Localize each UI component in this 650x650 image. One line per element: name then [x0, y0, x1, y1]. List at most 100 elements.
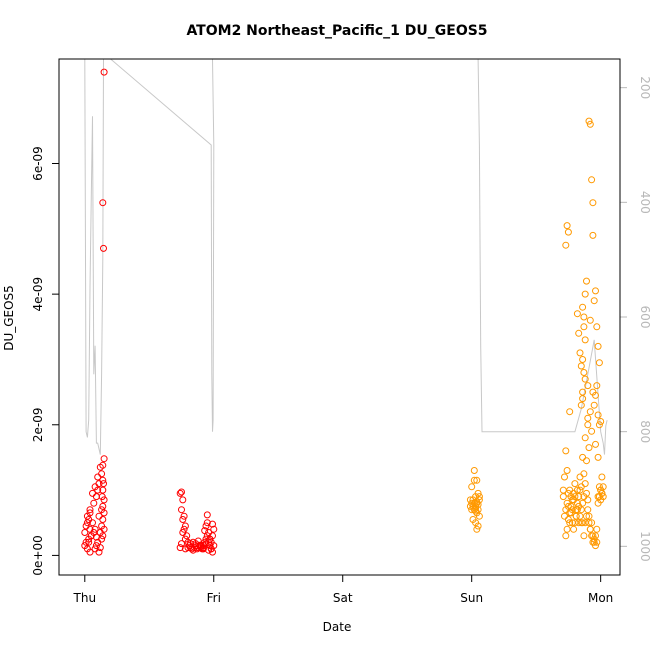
- data-point: [98, 522, 106, 530]
- data-point: [584, 421, 592, 429]
- pressure-lines: [82, 58, 608, 455]
- data-point: [85, 538, 93, 546]
- data-point: [202, 540, 210, 548]
- data-point: [179, 529, 187, 536]
- data-point: [563, 467, 571, 474]
- data-point: [594, 342, 602, 350]
- data-point: [589, 231, 597, 239]
- data-point: [598, 489, 606, 497]
- data-point: [597, 418, 605, 425]
- chart-title: ATOM2 Northeast_Pacific_1 DU_GEOS5: [186, 23, 487, 39]
- data-point: [91, 525, 99, 533]
- data-point: [579, 453, 587, 461]
- data-point: [202, 522, 210, 530]
- data-point: [90, 529, 98, 536]
- data-point: [573, 310, 581, 318]
- data-point: [178, 488, 185, 496]
- right-tick-label: 400: [638, 191, 650, 214]
- data-point: [593, 538, 601, 546]
- right-tick-label: 200: [638, 76, 650, 99]
- data-point: [590, 297, 598, 305]
- data-point: [577, 483, 585, 491]
- data-point: [589, 199, 597, 207]
- right-tick-label: 800: [638, 420, 650, 443]
- data-point: [586, 316, 594, 324]
- data-point: [100, 455, 108, 463]
- data-point: [592, 542, 599, 550]
- data-point: [583, 489, 590, 497]
- data-point: [470, 476, 478, 484]
- data-point: [86, 506, 94, 514]
- data-point: [575, 493, 583, 501]
- data-point: [586, 120, 594, 128]
- data-point: [567, 502, 575, 510]
- x-tick-label: Sun: [460, 591, 483, 605]
- data-point: [593, 382, 601, 390]
- data-point: [592, 391, 599, 399]
- data-point: [579, 356, 587, 363]
- data-point: [100, 480, 107, 488]
- data-point: [98, 470, 106, 478]
- data-point: [99, 502, 107, 510]
- data-point: [595, 483, 603, 491]
- data-point: [559, 486, 567, 494]
- data-point: [474, 489, 482, 497]
- data-point: [590, 401, 598, 409]
- data-points: [81, 68, 607, 556]
- data-point: [584, 496, 592, 504]
- pressure-line: [82, 58, 608, 455]
- right-tick-label: 600: [638, 306, 650, 329]
- y-tick-label: 4e-09: [31, 277, 45, 312]
- data-point: [472, 507, 480, 515]
- data-point: [473, 498, 481, 506]
- data-point: [474, 522, 482, 530]
- data-point: [564, 502, 572, 510]
- data-point: [592, 287, 599, 295]
- x-tick-label: Sat: [333, 591, 353, 605]
- data-point: [470, 506, 478, 514]
- data-point: [562, 447, 570, 455]
- data-point: [581, 375, 589, 383]
- data-point: [575, 502, 583, 510]
- x-tick-label: Fri: [207, 591, 221, 605]
- data-point: [588, 519, 596, 527]
- data-point: [563, 222, 571, 230]
- data-point: [586, 525, 594, 533]
- data-point: [178, 506, 185, 514]
- data-point: [571, 480, 579, 488]
- data-point: [597, 486, 605, 494]
- data-point: [203, 519, 211, 527]
- data-point: [86, 548, 94, 556]
- data-point: [99, 461, 107, 469]
- data-point: [584, 414, 592, 422]
- data-point: [181, 522, 189, 530]
- data-point: [180, 525, 188, 533]
- y-tick-label: 2e-09: [31, 407, 45, 442]
- data-point: [581, 434, 589, 442]
- data-point: [206, 535, 214, 543]
- data-point: [92, 542, 100, 550]
- data-point: [570, 525, 578, 533]
- data-point: [562, 241, 570, 249]
- data-point: [99, 486, 107, 494]
- data-point: [590, 538, 598, 546]
- data-point: [201, 527, 209, 535]
- data-point: [589, 532, 597, 540]
- data-point: [564, 228, 572, 236]
- data-point: [570, 496, 578, 504]
- data-point: [580, 323, 588, 331]
- data-point: [203, 511, 211, 519]
- data-point: [98, 493, 106, 501]
- data-point: [593, 525, 601, 533]
- data-point: [592, 440, 599, 448]
- data-point: [579, 303, 587, 311]
- data-point: [176, 544, 184, 552]
- x-tick-label: Mon: [588, 591, 613, 605]
- data-point: [581, 480, 589, 488]
- data-point: [473, 525, 481, 533]
- y-tick-label: 0e+00: [31, 535, 45, 575]
- y-tick-label: 6e-09: [31, 146, 45, 181]
- data-point: [576, 349, 584, 357]
- data-point: [91, 483, 99, 491]
